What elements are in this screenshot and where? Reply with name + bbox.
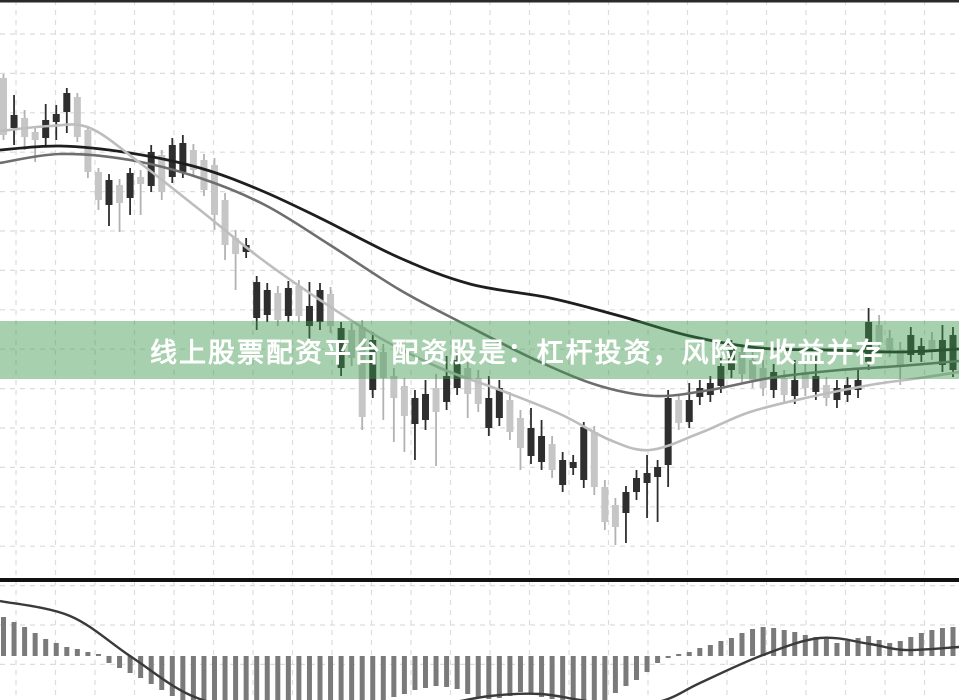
ma-mid <box>0 152 959 398</box>
caption-banner: 线上股票配资平台 配资股是：杠杆投资，风险与收益并存 <box>0 321 959 379</box>
ma-slow <box>0 144 959 354</box>
caption-text: 线上股票配资平台 配资股是：杠杆投资，风险与收益并存 <box>150 337 885 368</box>
ma-fast <box>0 123 959 452</box>
